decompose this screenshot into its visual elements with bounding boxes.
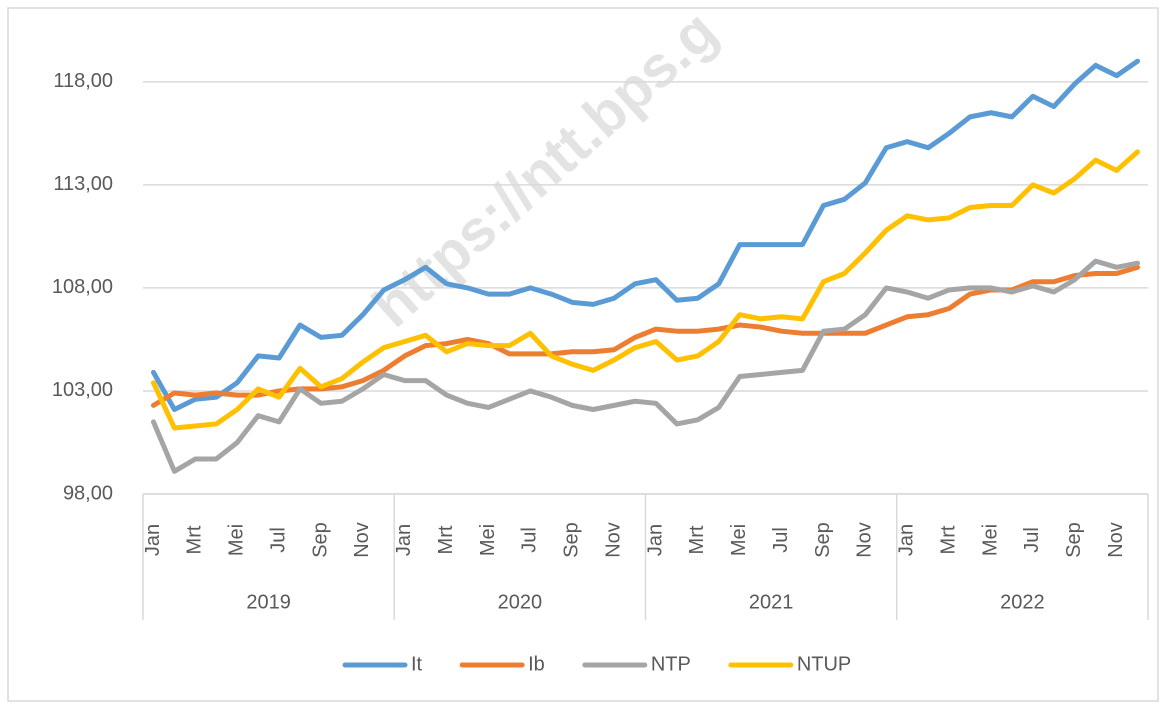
line-series [150,58,1141,412]
x-tick-label: Mei [226,524,248,556]
line-series [150,264,1141,408]
year-label: 2019 [246,591,291,613]
y-tick-label: 113,00 [53,173,113,195]
chart-frame [7,7,1159,702]
x-tick-label: Sep [1063,522,1085,558]
x-tick-label: Jul [770,527,792,553]
line-series [150,149,1141,431]
y-tick-label: 103,00 [52,379,113,401]
x-tick-label: Jul [519,527,541,553]
x-tick-label: Mei [728,524,750,556]
x-tick-label: Sep [561,522,583,558]
x-tick-label: Sep [812,522,834,558]
x-tick-label: Mrt [686,525,708,554]
y-tick-label: 118,00 [53,70,113,92]
legend-label: NTP [651,653,691,675]
x-tick-label: Jan [644,524,666,556]
x-tick-label: Sep [309,522,331,558]
x-tick-label: Nov [602,522,624,558]
x-tick-label: Mrt [937,525,959,554]
legend-label: It [411,653,423,675]
x-tick-label: Jan [896,524,918,556]
legend-label: Ib [528,653,545,675]
year-label: 2020 [498,591,543,613]
y-tick-label: 108,00 [52,276,113,298]
legend-label: NTUP [797,653,851,675]
x-tick-label: Nov [1105,522,1127,558]
x-tick-label: Jan [393,524,415,556]
x-tick-label: Mei [979,524,1001,556]
x-tick-label: Nov [351,522,373,558]
year-label: 2021 [749,591,794,613]
y-tick-label: 98,00 [63,482,113,504]
line-series [150,258,1141,474]
x-tick-label: Nov [854,522,876,558]
x-tick-label: Mrt [435,525,457,554]
x-tick-label: Mrt [184,525,206,554]
x-tick-label: Jul [1021,527,1043,553]
x-tick-label: Mei [477,524,499,556]
x-tick-label: Jan [142,524,164,556]
year-label: 2022 [1000,591,1045,613]
x-tick-label: Jul [267,527,289,553]
